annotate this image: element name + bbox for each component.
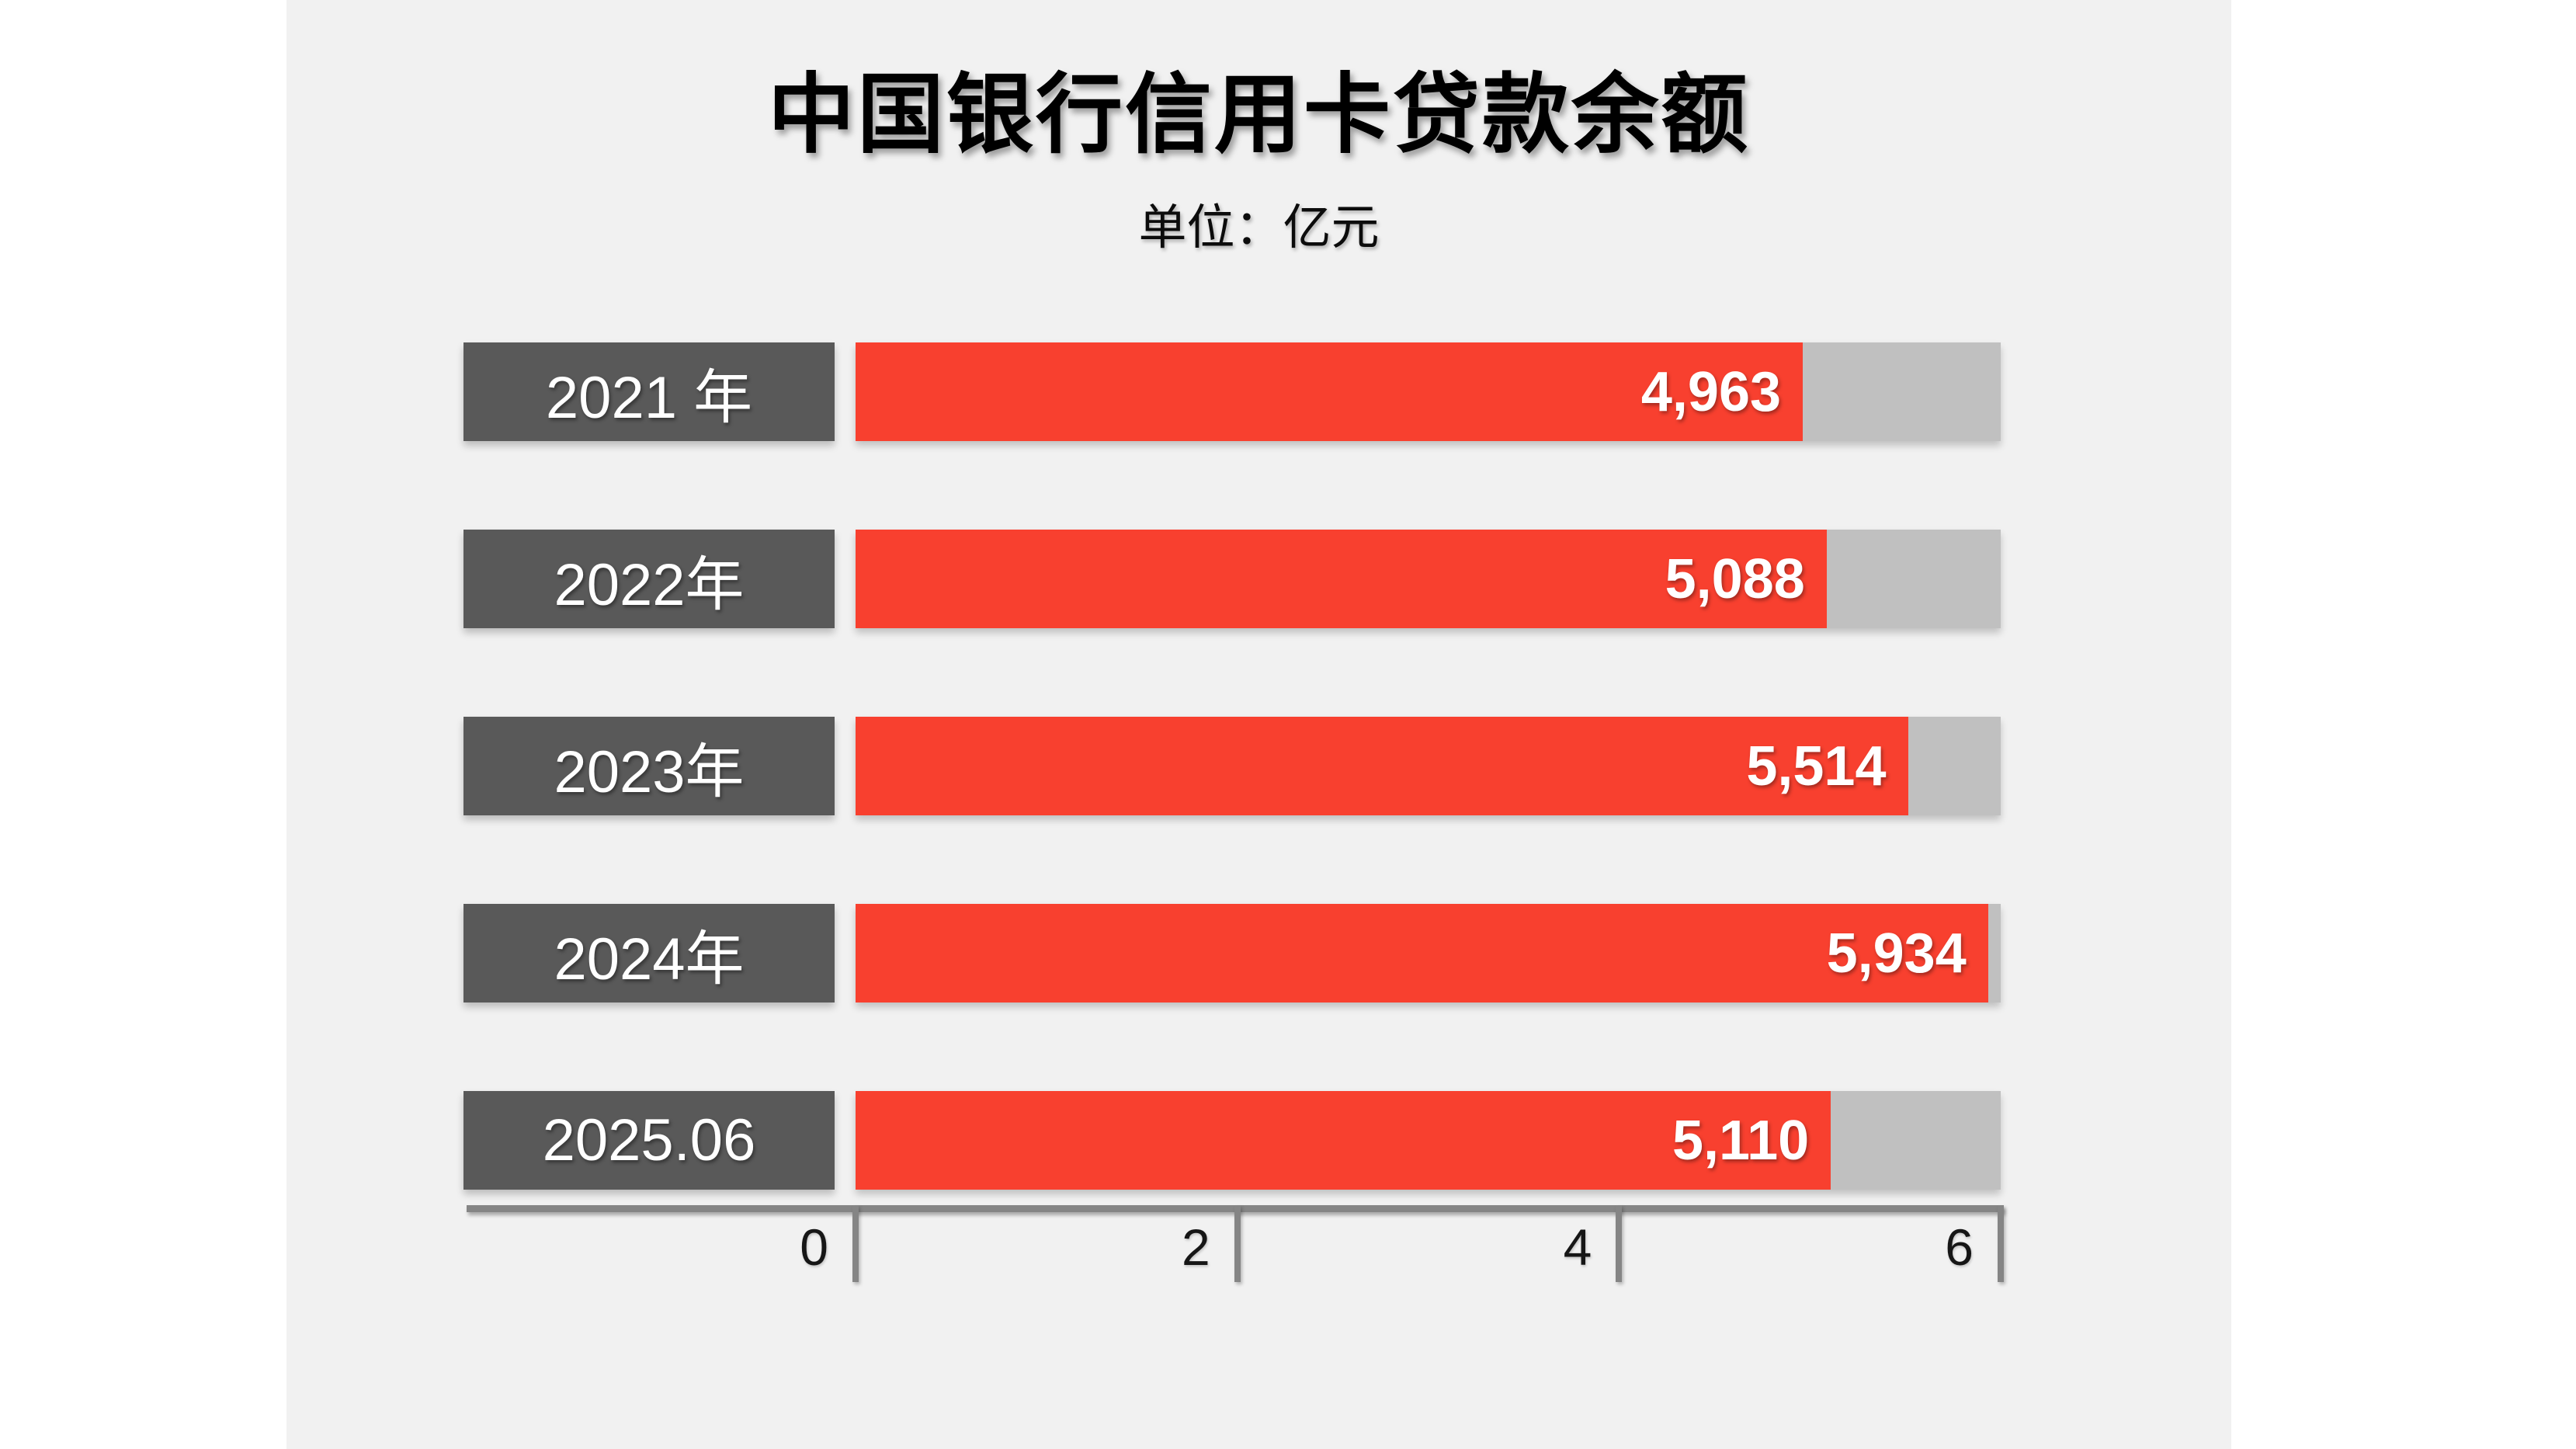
category-label-box: 2024年 <box>463 904 835 1002</box>
bar-value-label: 5,934 <box>1826 922 1967 985</box>
bar-track: 5,088 <box>856 530 2001 628</box>
x-axis-tick <box>1234 1205 1241 1282</box>
bar-value-label: 5,110 <box>1672 1109 1810 1172</box>
bar-fill: 5,110 <box>856 1091 1831 1190</box>
bar-value-label: 4,963 <box>1640 360 1782 423</box>
category-label-box: 2023年 <box>463 717 835 815</box>
category-label: 2021 年 <box>545 364 753 431</box>
chart-row: 2022年 5,088 <box>463 530 2001 628</box>
x-axis-tick <box>852 1205 859 1282</box>
category-label-box: 2022年 <box>463 530 835 628</box>
chart-row: 2024年 5,934 <box>463 904 2001 1002</box>
category-label: 2024年 <box>554 926 745 992</box>
bar-fill: 4,963 <box>856 342 1804 441</box>
chart-panel: 中国银行信用卡贷款余额 单位：亿元 2021 年 4,963 2022年 5,0… <box>286 0 2231 1449</box>
chart-title: 中国银行信用卡贷款余额 <box>768 66 1750 163</box>
bar-value-label: 5,514 <box>1746 735 1887 797</box>
category-label-box: 2025.06 <box>463 1091 835 1190</box>
chart-row: 2021 年 4,963 <box>463 342 2001 441</box>
bar-fill: 5,088 <box>856 530 1827 628</box>
bar-value-label: 5,088 <box>1665 547 1805 610</box>
x-axis: 0 2 4 6 <box>800 1205 2004 1291</box>
bar-fill: 5,514 <box>856 717 1908 815</box>
x-axis-tick <box>1998 1205 2004 1282</box>
bar-fill: 5,934 <box>856 904 1988 1002</box>
x-axis-tick <box>1616 1205 1623 1282</box>
chart-unit-label: 单位：亿元 <box>1138 201 1380 255</box>
x-axis-tick-label: 4 <box>1563 1218 1592 1276</box>
bar-track: 5,934 <box>856 904 2001 1002</box>
x-axis-tick-label: 0 <box>800 1218 828 1276</box>
category-label: 2022年 <box>554 551 745 618</box>
category-label: 2023年 <box>554 738 745 805</box>
bar-track: 5,110 <box>856 1091 2001 1190</box>
x-axis-tick-label: 6 <box>1945 1218 1974 1276</box>
category-label-box: 2021 年 <box>463 342 835 441</box>
bar-track: 4,963 <box>856 342 2001 441</box>
chart-row: 2023年 5,514 <box>463 717 2001 815</box>
x-axis-tick-label: 2 <box>1181 1218 1210 1276</box>
category-label: 2025.06 <box>542 1107 756 1173</box>
bar-track: 5,514 <box>856 717 2001 815</box>
chart-row: 2025.06 5,110 <box>463 1091 2001 1190</box>
